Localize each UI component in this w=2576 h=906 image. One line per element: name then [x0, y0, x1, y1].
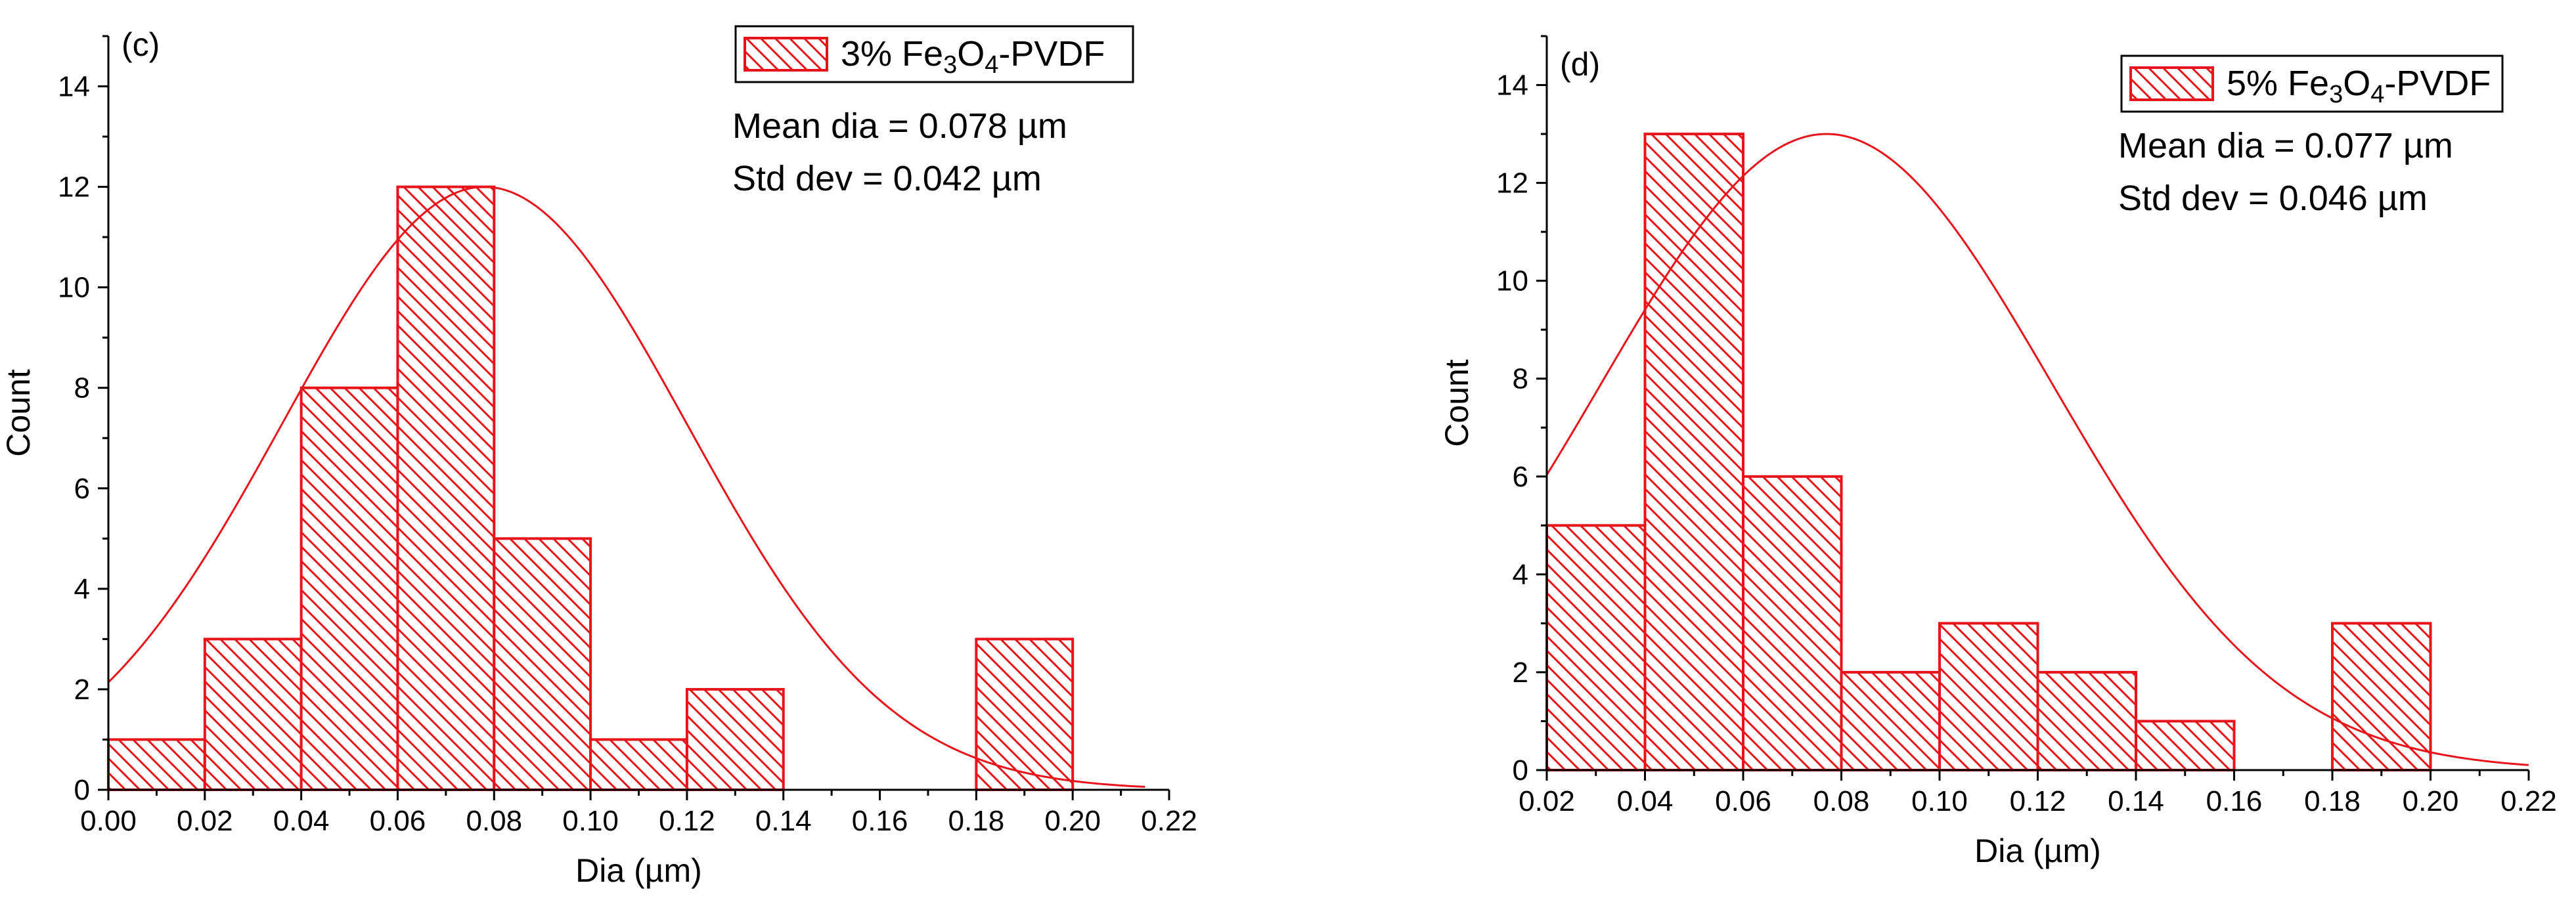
gaussian-fit-curve [107, 186, 1145, 788]
x-tick-label: 0.14 [2108, 785, 2164, 817]
histogram-bar [975, 637, 1075, 792]
x-tick-label: 0.18 [948, 805, 1005, 837]
x-tick-label: 0.10 [1911, 785, 1968, 817]
histogram-bar [685, 687, 785, 792]
x-tick-label: 0.22 [2500, 785, 2557, 817]
y-tick-label: 2 [74, 674, 90, 706]
y-tick-label: 10 [58, 272, 90, 304]
legend-label-part: -PVDF [2384, 64, 2491, 103]
histogram-bar [1643, 133, 1744, 772]
x-tick-label: 0.00 [80, 805, 137, 837]
y-tick-label: 6 [74, 473, 90, 505]
histogram-bar [1938, 622, 2039, 772]
y-tick-label: 0 [1513, 754, 1528, 787]
histogram-bar [2036, 670, 2137, 772]
x-tick-label: 0.04 [273, 805, 330, 837]
y-tick-label: 6 [1513, 461, 1528, 493]
y-tick-label: 4 [1513, 559, 1528, 591]
histogram-bar [589, 738, 688, 792]
y-tick-label: 2 [1513, 657, 1528, 689]
legend-label-part: 3% Fe [841, 34, 943, 74]
legend-swatch [2129, 66, 2214, 101]
histogram-bar [203, 637, 303, 792]
legend-label: 5% Fe3O4-PVDF [2227, 64, 2491, 108]
legend-label-part: 4 [985, 51, 998, 79]
x-tick-label: 0.02 [177, 805, 233, 837]
x-tick-label: 0.10 [562, 805, 619, 837]
panel-label: (c) [122, 26, 160, 63]
x-tick-label: 0.20 [2403, 785, 2459, 817]
std-dev-text: Std dev = 0.046 µm [2118, 179, 2428, 218]
x-tick-label: 0.20 [1044, 805, 1101, 837]
x-axis-title: Dia (µm) [1974, 832, 2101, 869]
y-tick-label: 14 [58, 71, 90, 103]
histogram-bar [300, 386, 399, 791]
x-tick-label: 0.08 [1813, 785, 1870, 817]
x-tick-label: 0.06 [370, 805, 426, 837]
legend-box [734, 25, 1134, 83]
x-tick-label: 0.12 [2010, 785, 2066, 817]
histogram-panel-d: 0.02 0.04 0.06 0.08 0.10 0.12 0.14 0.16 0.18 0.20… [1438, 35, 2557, 869]
legend-label-part: O [2343, 64, 2370, 103]
mean-diameter-text: Mean dia = 0.078 µm [732, 106, 1067, 146]
histogram-bar [1840, 670, 1941, 772]
x-tick-label: 0.12 [659, 805, 715, 837]
legend-swatch [744, 37, 828, 72]
y-tick-label: 14 [1496, 70, 1528, 102]
x-tick-label: 0.06 [1715, 785, 1771, 817]
legend-label: 3% Fe3O4-PVDF [841, 34, 1105, 79]
x-tick-label: 0.16 [852, 805, 908, 837]
y-tick-label: 12 [1496, 167, 1528, 200]
y-tick-label: 12 [58, 171, 90, 204]
histogram-panel-c: 0.00 0.02 0.04 0.06 0.08 0.10 0.12 0.14 0.16 0.18… [0, 25, 1197, 889]
y-tick-label: 8 [1513, 363, 1528, 395]
gaussian-fit-curve [1545, 133, 2529, 766]
legend-label-part: -PVDF [998, 34, 1105, 74]
x-tick-label: 0.08 [466, 805, 522, 837]
y-axis-title: Count [0, 369, 37, 457]
histogram-bar [2135, 720, 2236, 772]
panel-label: (d) [1560, 46, 1600, 83]
legend-label-part: 3 [943, 51, 957, 79]
x-axis-title: Dia (µm) [575, 852, 702, 889]
x-tick-label: 0.04 [1617, 785, 1674, 817]
histogram-bar [1545, 524, 1647, 771]
y-tick-label: 8 [74, 372, 90, 404]
x-tick-label: 0.16 [2206, 785, 2263, 817]
x-tick-label: 0.18 [2304, 785, 2361, 817]
legend-label-part: 4 [2370, 81, 2384, 108]
y-axis-title: Count [1438, 359, 1475, 447]
x-tick-label: 0.22 [1141, 805, 1197, 837]
x-tick-label: 0.02 [1519, 785, 1575, 817]
legend-label-part: 3 [2329, 81, 2343, 108]
x-tick-label: 0.14 [755, 805, 812, 837]
std-dev-text: Std dev = 0.042 µm [732, 159, 1042, 198]
histogram-bar [1742, 475, 1843, 771]
y-tick-label: 4 [74, 573, 90, 605]
histogram-bar [396, 185, 496, 792]
histogram-bar [107, 738, 206, 792]
y-tick-label: 10 [1496, 265, 1528, 297]
legend-label-part: 5% Fe [2227, 64, 2329, 103]
histogram-bar [493, 537, 592, 791]
mean-diameter-text: Mean dia = 0.077 µm [2118, 126, 2453, 165]
y-tick-label: 0 [74, 774, 90, 806]
legend-label-part: O [957, 34, 985, 74]
